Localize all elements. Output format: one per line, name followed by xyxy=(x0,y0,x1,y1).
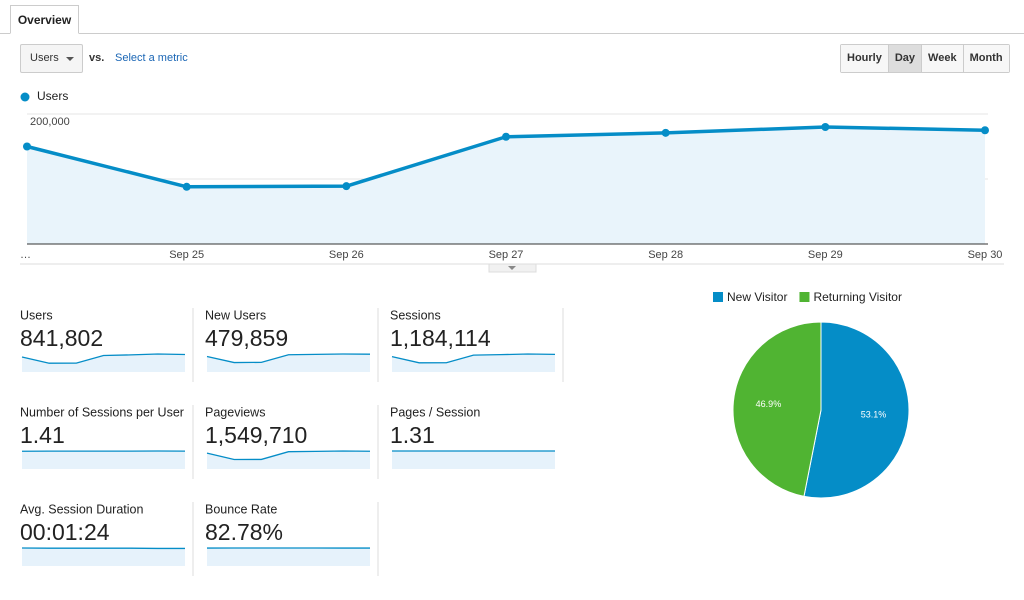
granularity-buttons: Hourly Day Week Month xyxy=(840,44,1010,73)
scorecard-label: Bounce Rate xyxy=(205,502,277,516)
dropdown-text: Users xyxy=(30,52,59,64)
scorecard-value: 1,549,710 xyxy=(205,422,307,448)
point xyxy=(23,142,31,151)
x-tick-label: Sep 25 xyxy=(169,249,204,261)
legend-label: Users xyxy=(37,89,68,103)
granularity-button[interactable]: Day xyxy=(887,45,922,72)
scorecard-label: New Users xyxy=(205,308,266,322)
sparkline-area xyxy=(392,354,555,372)
select-metric-link[interactable]: Select a metric xyxy=(115,52,188,64)
granularity-button[interactable]: Week xyxy=(921,45,963,72)
granularity-button[interactable]: Hourly xyxy=(841,45,888,72)
slice-label: 53.1% xyxy=(861,410,887,420)
x-tick-label: Sep 26 xyxy=(329,249,364,261)
point xyxy=(821,123,830,131)
scorecard-value: 00:01:24 xyxy=(20,519,110,545)
scorecard-value: 1.41 xyxy=(20,422,65,448)
scorecard-value: 479,859 xyxy=(205,325,288,351)
scorecard-value: 1.31 xyxy=(390,422,435,448)
scorecard-label: Avg. Session Duration xyxy=(20,502,143,516)
sparkline-area xyxy=(207,354,370,372)
sparkline xyxy=(391,353,556,364)
scorecard-label: Pages / Session xyxy=(390,405,480,419)
scorecard-label: Number of Sessions per User xyxy=(20,405,184,419)
legend-swatch xyxy=(713,292,723,302)
sparkline xyxy=(206,353,371,364)
sparkline-area xyxy=(207,451,370,469)
tab-divider xyxy=(0,33,1024,34)
collapse-arrow xyxy=(508,266,516,270)
scorecard-label: Users xyxy=(20,308,53,322)
legend-label: New Visitor xyxy=(727,290,787,304)
point xyxy=(502,132,510,141)
sparkline xyxy=(206,450,371,461)
x-tick-label: Sep 27 xyxy=(489,249,524,261)
x-tick-label: Sep 28 xyxy=(648,249,683,261)
sparkline-area xyxy=(207,548,370,566)
legend-dot xyxy=(20,92,30,102)
y-tick-label: 200,000 xyxy=(30,116,70,128)
point xyxy=(342,182,351,191)
legend-swatch xyxy=(799,292,810,302)
point xyxy=(981,126,989,135)
x-tick-label: Sep 29 xyxy=(808,249,843,261)
legend-label: Returning Visitor xyxy=(813,290,902,304)
scorecard-value: 82.78% xyxy=(205,519,283,545)
sparkline-area xyxy=(22,354,185,372)
sparkline-area xyxy=(392,451,555,469)
scorecard-label: Pageviews xyxy=(205,405,265,419)
metric-dropdown[interactable]: Users xyxy=(20,44,83,73)
granularity-button[interactable]: Month xyxy=(962,45,1009,72)
sparkline xyxy=(21,353,186,364)
point xyxy=(661,128,670,137)
x-tick-label: … xyxy=(20,249,31,261)
slice-label: 46.9% xyxy=(756,399,782,409)
scorecard-label: Sessions xyxy=(390,308,441,322)
sparkline-area xyxy=(22,548,185,566)
vs-label: vs. xyxy=(89,52,105,64)
pie-slice xyxy=(732,321,822,497)
pie-slice xyxy=(803,321,910,499)
point xyxy=(182,182,191,191)
tab[interactable]: Overview xyxy=(10,5,79,34)
x-tick-label: Sep 30 xyxy=(968,249,1003,261)
scorecard-value: 1,184,114 xyxy=(390,325,491,351)
sparkline-area xyxy=(22,451,185,469)
scorecard-value: 841,802 xyxy=(20,325,103,351)
area xyxy=(27,127,985,244)
caret xyxy=(66,57,74,61)
